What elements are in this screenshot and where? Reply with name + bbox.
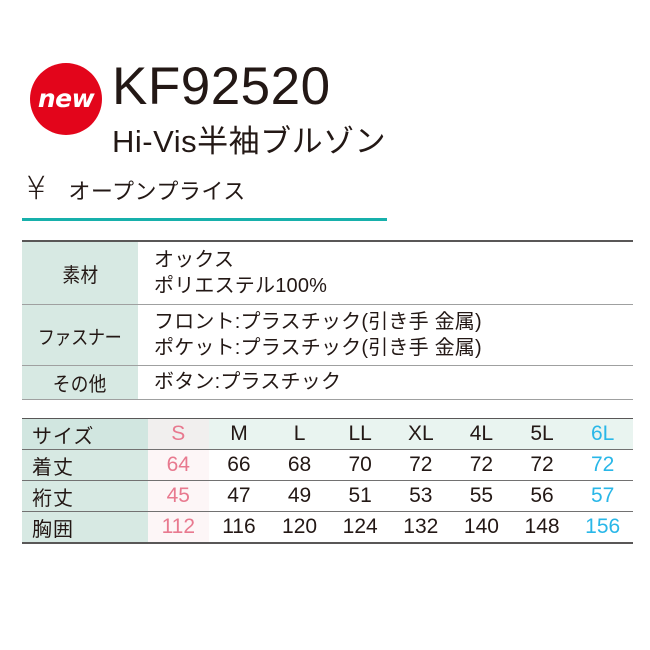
price-row: ¥ オープンプライス (26, 172, 246, 204)
table-row: 胸囲 112 116 120 124 132 140 148 156 (22, 511, 633, 544)
size-header-label: サイズ (22, 418, 148, 450)
spec-label-fastener: ファスナー (22, 304, 138, 366)
measure-value: 72 (390, 449, 452, 481)
spec-label-other: その他 (22, 365, 138, 400)
size-col-ll: LL (329, 418, 391, 450)
size-col-5l: 5L (511, 418, 573, 450)
new-badge: new (30, 63, 102, 135)
measure-value: 51 (329, 480, 391, 512)
measure-value: 124 (329, 511, 391, 544)
measure-value: 68 (269, 449, 330, 481)
gray-divider (22, 240, 633, 242)
measure-value: 45 (148, 480, 209, 512)
spec-value-fastener: フロント:プラスチック(引き手 金属) ポケット:プラスチック(引き手 金属) (138, 304, 633, 366)
measure-value: 120 (269, 511, 330, 544)
size-col-l: L (269, 418, 330, 450)
measure-value: 56 (511, 480, 573, 512)
measure-value: 64 (148, 449, 209, 481)
price-text: オープンプライス (68, 179, 246, 204)
measure-value: 148 (511, 511, 573, 544)
measure-value: 72 (451, 449, 512, 481)
yen-icon: ¥ (26, 169, 47, 207)
measure-value: 112 (148, 511, 209, 544)
product-name: Hi-Vis半袖ブルゾン (112, 124, 387, 159)
measure-label-kyoui: 胸囲 (22, 511, 148, 544)
table-row: 着丈 64 66 68 70 72 72 72 72 (22, 449, 633, 481)
size-col-s: S (148, 418, 209, 450)
measure-value: 70 (329, 449, 391, 481)
measure-value: 156 (572, 511, 633, 544)
spec-value-material: オックス ポリエステル100% (138, 242, 633, 305)
table-row: ファスナー フロント:プラスチック(引き手 金属) ポケット:プラスチック(引き… (22, 304, 633, 366)
measure-value: 55 (451, 480, 512, 512)
measure-value: 72 (511, 449, 573, 481)
size-col-4l: 4L (451, 418, 512, 450)
measure-value: 53 (390, 480, 452, 512)
table-row: 裄丈 45 47 49 51 53 55 56 57 (22, 480, 633, 512)
measure-value: 57 (572, 480, 633, 512)
size-col-6l: 6L (572, 418, 633, 450)
measure-value: 47 (208, 480, 270, 512)
spec-table: 素材 オックス ポリエステル100% ファスナー フロント:プラスチック(引き手… (22, 242, 633, 400)
size-table-header-row: サイズ S M L LL XL 4L 5L 6L (22, 418, 633, 450)
measure-value: 116 (208, 511, 270, 544)
spec-value-other: ボタン:プラスチック (138, 365, 633, 400)
new-badge-label: new (37, 83, 95, 113)
measure-value: 140 (451, 511, 512, 544)
table-row: 素材 オックス ポリエステル100% (22, 242, 633, 305)
measure-value: 72 (572, 449, 633, 481)
size-col-xl: XL (390, 418, 452, 450)
product-code: KF92520 (112, 57, 331, 116)
size-table: サイズ S M L LL XL 4L 5L 6L 着丈 64 66 68 70 … (22, 418, 633, 544)
measure-value: 66 (208, 449, 270, 481)
spec-label-material: 素材 (22, 242, 138, 305)
product-header: new KF92520 Hi-Vis半袖ブルゾン ¥ オープンプライス (0, 0, 650, 242)
measure-label-yukitake: 裄丈 (22, 480, 148, 512)
teal-divider (22, 218, 387, 221)
table-row: その他 ボタン:プラスチック (22, 365, 633, 400)
size-col-m: M (208, 418, 270, 450)
measure-value: 49 (269, 480, 330, 512)
measure-label-kitake: 着丈 (22, 449, 148, 481)
measure-value: 132 (390, 511, 452, 544)
